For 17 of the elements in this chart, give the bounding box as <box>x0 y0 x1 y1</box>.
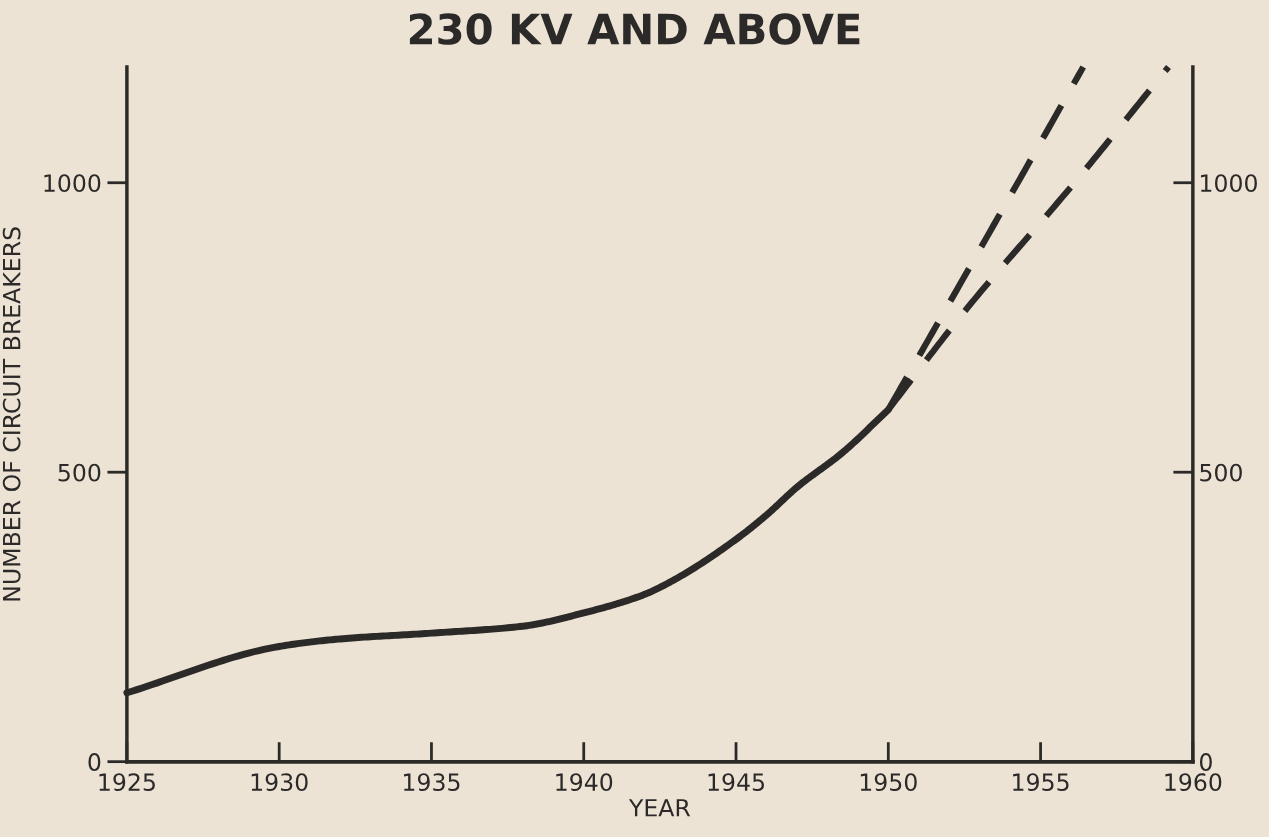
x-tick-label: 1950 <box>860 773 917 792</box>
x-tick-label: 1940 <box>556 773 613 792</box>
y2-tick-label: 1000 <box>1201 174 1257 193</box>
x-tick-label: 1960 <box>1165 773 1222 792</box>
y-tick-label: 1000 <box>44 174 101 193</box>
y-tick-label: 500 <box>58 463 101 482</box>
y-axis-title: NUMBER OF CIRCUIT BREAKERS <box>2 227 21 601</box>
x-tick-label: 1955 <box>1013 773 1069 792</box>
x-tick-label: 1930 <box>251 773 308 792</box>
x-tick-label: 1935 <box>404 773 460 792</box>
x-tick-label: 1925 <box>99 773 155 792</box>
y-tick-label: 0 <box>88 753 101 771</box>
x-axis-title: YEAR <box>628 799 691 817</box>
chart-title: 230 KV AND ABOVE <box>409 13 860 45</box>
y2-tick-label: 0 <box>1199 753 1212 771</box>
y2-tick-label: 500 <box>1200 463 1242 482</box>
x-tick-label: 1945 <box>708 773 764 792</box>
